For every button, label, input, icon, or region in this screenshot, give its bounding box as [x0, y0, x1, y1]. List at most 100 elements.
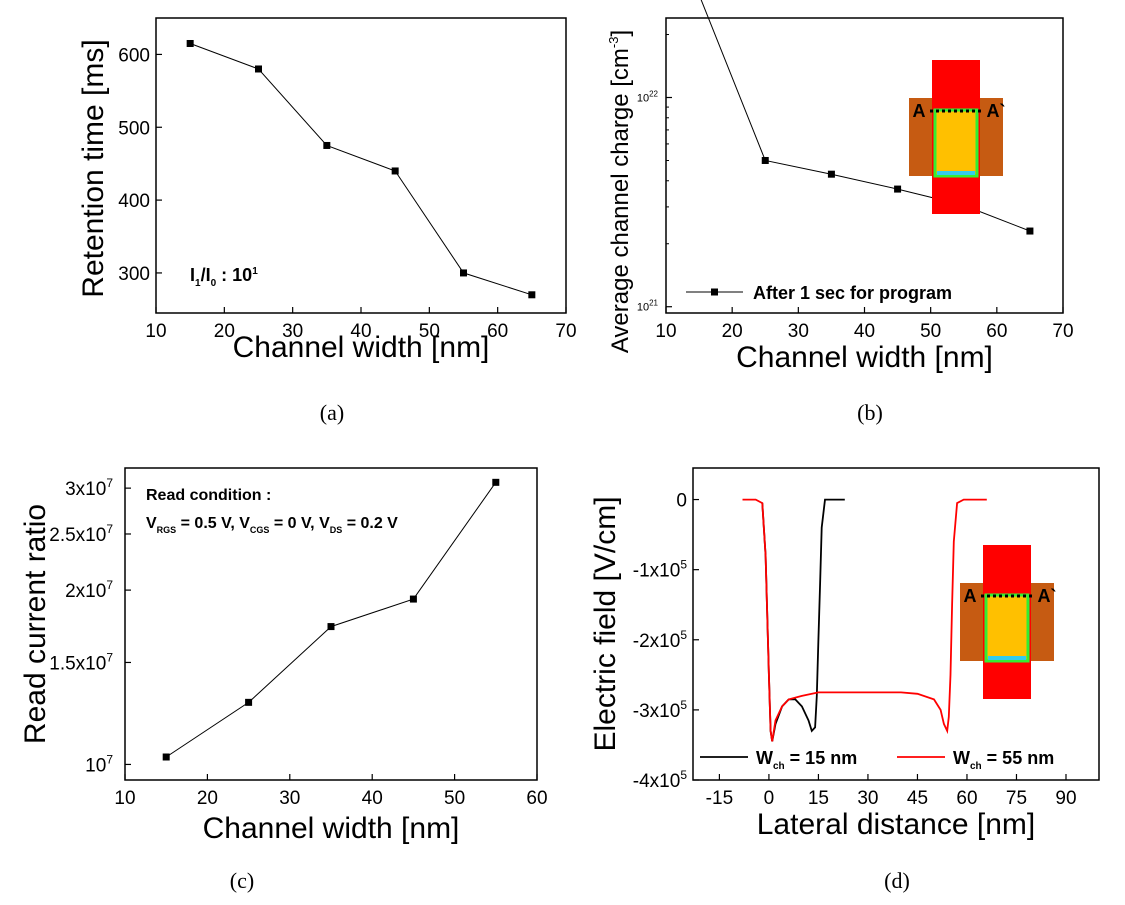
x-axis-title: Lateral distance [nm] [757, 808, 1035, 841]
text-span: = 0 V, [269, 515, 319, 532]
panel-caption: (d) [884, 868, 910, 893]
x-tick-label: 10 [114, 788, 135, 809]
subscript: 0 [211, 278, 217, 289]
panel-caption: (c) [230, 868, 254, 893]
x-tick-label: 40 [350, 321, 371, 342]
series-w55-line [742, 498, 987, 742]
x-tick-label: 30 [282, 321, 303, 342]
y-tick-label: -3x105 [633, 698, 688, 722]
x-tick-label: 75 [1006, 788, 1027, 809]
y-axis-title: Read current ratio [19, 504, 52, 744]
subscript: DS [330, 525, 343, 535]
text-span: = 0.2 V [342, 515, 398, 532]
text-span: -1x10 [633, 561, 681, 582]
y-axis-title: Electric field [V/cm] [589, 496, 622, 751]
x-tick-label: 60 [526, 788, 547, 809]
y-tick-label: -2x105 [633, 628, 688, 652]
superscript: -3 [606, 37, 621, 49]
text-span: -2x10 [633, 631, 681, 652]
series-retention-line [190, 43, 532, 296]
x-tick-label: 20 [214, 321, 235, 342]
y-tick-label: 107 [85, 752, 113, 776]
y-tick-label: 3x107 [65, 476, 113, 500]
inset-label-a: A [964, 586, 977, 606]
superscript: 1 [252, 266, 258, 277]
superscript: 7 [106, 650, 113, 664]
x-tick-label: 20 [722, 321, 743, 342]
x-tick-label: 0 [764, 788, 775, 809]
text-span: /I [201, 265, 211, 285]
y-tick-label: 2.5x107 [49, 522, 113, 546]
inset-label-a-prime: A` [987, 101, 1006, 121]
text-span: 2.5x10 [49, 525, 106, 546]
text-span: = 15 nm [785, 748, 858, 768]
text-span: -4x10 [633, 771, 681, 792]
y-tick-label: -1x105 [633, 558, 688, 582]
inset-oxide [988, 656, 1026, 660]
legend-label: Wch = 15 nm [756, 748, 857, 772]
legend-marker [711, 288, 718, 296]
x-tick-label: 50 [419, 321, 440, 342]
series-retention-point [391, 167, 399, 175]
x-tick-label: 10 [655, 321, 676, 342]
text-span: W [756, 748, 773, 768]
panel-caption: (b) [857, 400, 883, 425]
x-axis-title: Channel width [nm] [233, 331, 490, 364]
series-read-ratio-point [492, 478, 500, 486]
text-span: I [190, 265, 195, 285]
x-tick-label: 30 [788, 321, 809, 342]
x-axis-title: Channel width [nm] [203, 812, 460, 845]
superscript: 7 [106, 752, 113, 766]
inset-channel [933, 108, 979, 178]
panel-caption: (a) [320, 400, 344, 425]
subscript: 1 [195, 278, 201, 289]
text-span: 10 [637, 93, 649, 105]
inset-channel [984, 593, 1030, 663]
x-tick-label: 40 [362, 788, 383, 809]
x-axis-title: Channel width [nm] [736, 341, 993, 374]
series-retention-point [255, 65, 262, 73]
x-tick-label: 15 [808, 788, 829, 809]
panel-d: -15 0 15 30 45 60 75 900-1x105-2x105-3x105-4x10… [589, 467, 1100, 893]
y-tick-label: 300 [118, 264, 150, 285]
text-span: 0 [676, 491, 687, 512]
series-read-ratio-point [409, 595, 417, 603]
superscript: 5 [680, 768, 687, 782]
x-tick-label: 50 [920, 321, 941, 342]
y-tick-label: 500 [118, 118, 150, 139]
series-read-ratio-point [162, 753, 170, 761]
y-tick-label: -4x105 [633, 768, 688, 792]
text-span: = 55 nm [982, 748, 1055, 768]
x-tick-label: 10 [145, 321, 166, 342]
y-tick-label: 1022 [637, 90, 659, 105]
y-tick-label: 400 [118, 191, 150, 212]
y-tick-label: 2x107 [65, 578, 113, 602]
text-span: W [953, 748, 970, 768]
text-span: ] [607, 30, 634, 37]
series-retention-point [323, 141, 331, 149]
text-span: -3x10 [633, 701, 681, 722]
text-span: 10 [637, 302, 649, 314]
text-span: 3x10 [65, 479, 106, 500]
subscript: ch [970, 761, 982, 772]
series-charge-point [827, 170, 835, 178]
x-tick-label: 70 [1052, 321, 1073, 342]
x-tick-label: 20 [197, 788, 218, 809]
text-span: 10 [85, 755, 106, 776]
y-axis-title: Average channel charge [cm-3] [606, 30, 634, 353]
y-tick-label: 0 [676, 491, 687, 512]
x-tick-label: 45 [907, 788, 928, 809]
plot-frame [124, 467, 538, 781]
x-tick-label: 40 [854, 321, 875, 342]
x-tick-label: -15 [706, 788, 733, 809]
series-charge-point [761, 156, 769, 164]
subscript: CGS [250, 525, 270, 535]
subscript: ch [773, 761, 785, 772]
series-retention-point [528, 291, 536, 299]
x-tick-label: 30 [857, 788, 878, 809]
series-retention-point [186, 39, 194, 47]
superscript: 7 [106, 476, 113, 490]
superscript: 5 [680, 628, 687, 642]
